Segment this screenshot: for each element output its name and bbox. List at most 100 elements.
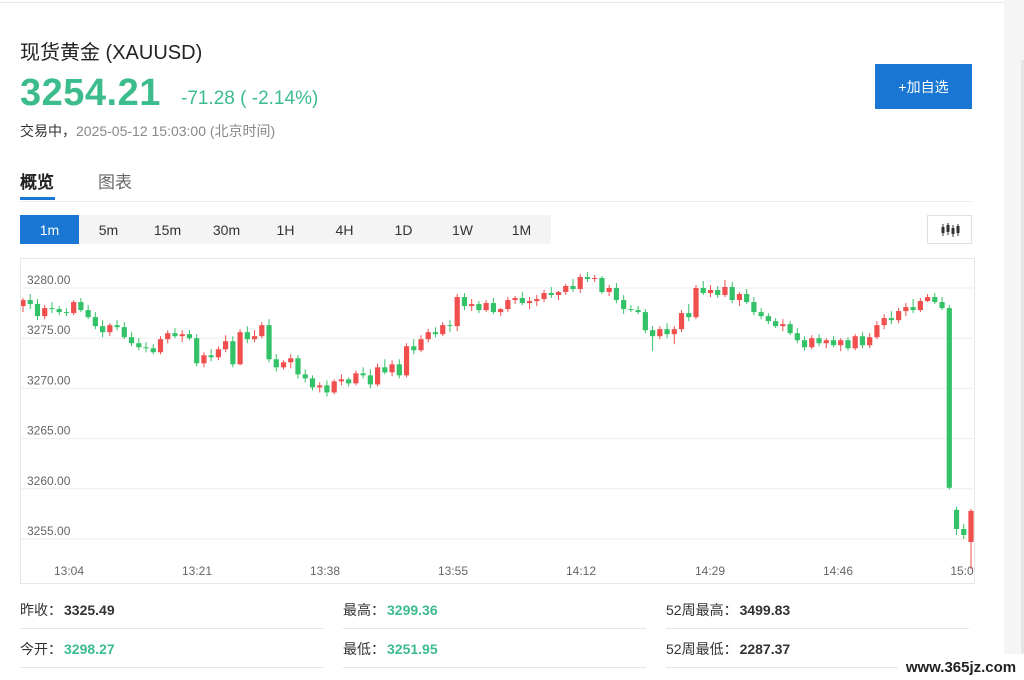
candlestick-chart[interactable]: 3280.00 3275.00 3270.00 3265.00 3260.00 3255.… — [20, 258, 975, 584]
stat-value: 3298.27 — [64, 641, 115, 657]
stat-value: 3499.83 — [739, 602, 791, 618]
candle-body — [42, 308, 48, 317]
candle-body — [838, 340, 844, 346]
candle-body — [78, 302, 84, 311]
stat-divider — [343, 667, 646, 668]
candle-body — [49, 308, 55, 310]
candle-body — [186, 334, 193, 339]
stat-divider — [666, 628, 969, 629]
status-label: 交易中， — [20, 123, 76, 139]
period-4h[interactable]: 4H — [335, 221, 354, 238]
period-15m[interactable]: 15m — [153, 221, 182, 238]
candle-body — [143, 347, 149, 349]
stat-label: 最低： — [343, 641, 385, 657]
candle-body — [642, 312, 648, 331]
tab-bar: 概览 图表 — [20, 166, 972, 202]
candle-body — [584, 276, 591, 279]
candle-body — [490, 303, 496, 313]
candle-body — [309, 378, 316, 388]
candle-body — [519, 298, 525, 304]
candle-body — [541, 293, 547, 300]
y-tick-label: 3275.00 — [27, 323, 71, 337]
candle-body — [165, 333, 171, 340]
candle-body — [765, 316, 771, 322]
period-1mo[interactable]: 1M — [511, 221, 532, 238]
y-tick-label: 3260.00 — [27, 474, 71, 488]
candle-body — [896, 311, 902, 321]
candle-body — [454, 297, 460, 327]
x-tick-label: 13:38 — [310, 564, 340, 578]
candle-body — [686, 313, 692, 318]
candle-body — [302, 374, 308, 379]
stat-value: 3325.49 — [64, 602, 115, 618]
candle-body — [939, 302, 945, 309]
chart-type-button[interactable] — [927, 215, 972, 244]
period-30m[interactable]: 30m — [212, 221, 241, 238]
candle-body — [360, 373, 366, 376]
stat-label: 52周最高： — [666, 602, 738, 618]
candle-body — [534, 299, 540, 302]
instrument-title: 现货黄金 (XAUUSD) — [20, 42, 203, 64]
candle-body — [331, 381, 337, 393]
candle-body — [201, 355, 207, 364]
candle-body — [657, 329, 663, 337]
candle-body — [852, 336, 858, 349]
candle-body — [251, 336, 258, 340]
candle-body — [635, 310, 641, 313]
period-5m[interactable]: 5m — [98, 221, 119, 238]
period-1h[interactable]: 1H — [276, 221, 295, 238]
candle-body — [403, 346, 410, 376]
add-to-watchlist-button[interactable]: +加自选 — [875, 64, 972, 109]
active-tab-indicator — [20, 197, 55, 200]
candle-body — [215, 349, 221, 358]
last-price: 3254.21 — [20, 72, 161, 114]
candle-body — [85, 310, 91, 318]
candle-body — [671, 329, 677, 335]
candle-body — [353, 373, 359, 384]
candle-body — [874, 325, 880, 338]
candle-body — [63, 312, 70, 314]
candle-body — [917, 301, 923, 311]
stat-value: 3251.95 — [387, 641, 438, 657]
candle-body — [924, 297, 931, 302]
scrollbar-track[interactable] — [1021, 60, 1024, 660]
candle-body — [230, 341, 236, 365]
candle-body — [208, 355, 214, 358]
right-scroll-panel[interactable] — [1004, 0, 1024, 680]
candle-body — [744, 294, 750, 303]
candle-body — [606, 288, 612, 293]
candle-body — [396, 364, 402, 376]
watermark: www.365jz.com — [898, 654, 1024, 680]
candle-body — [27, 300, 33, 305]
candle-body — [324, 385, 330, 393]
candle-body — [722, 286, 728, 296]
candle-body — [432, 332, 439, 335]
candle-body — [758, 312, 764, 317]
period-1w[interactable]: 1W — [452, 221, 473, 238]
period-1m[interactable]: 1m — [20, 215, 79, 244]
candle-body — [237, 332, 243, 365]
chart-canvas: 3280.00 3275.00 3270.00 3265.00 3260.00 3255.… — [21, 271, 974, 578]
candle-body — [780, 324, 786, 327]
candle-body — [867, 337, 873, 346]
tab-chart[interactable]: 图表 — [98, 173, 132, 192]
period-1d[interactable]: 1D — [394, 221, 413, 238]
candle-body — [317, 385, 323, 388]
candle-body — [816, 338, 822, 344]
y-tick-label: 3265.00 — [27, 424, 71, 438]
stat-open: 今开： 3298.27 — [20, 639, 115, 669]
candle-body — [194, 338, 200, 364]
candle-body — [136, 343, 142, 348]
candle-body — [338, 379, 345, 382]
candle-body — [150, 348, 156, 353]
candle-body — [707, 290, 714, 294]
x-tick-label: 13:55 — [438, 564, 468, 578]
candle-body — [483, 303, 489, 311]
tab-overview[interactable]: 概览 — [20, 173, 54, 192]
x-tick-label: 14:46 — [823, 564, 853, 578]
stat-label: 今开： — [20, 641, 62, 657]
candle-body — [99, 326, 106, 333]
candle-body — [693, 288, 699, 318]
candle-body — [389, 364, 395, 373]
candle-body — [107, 325, 113, 333]
